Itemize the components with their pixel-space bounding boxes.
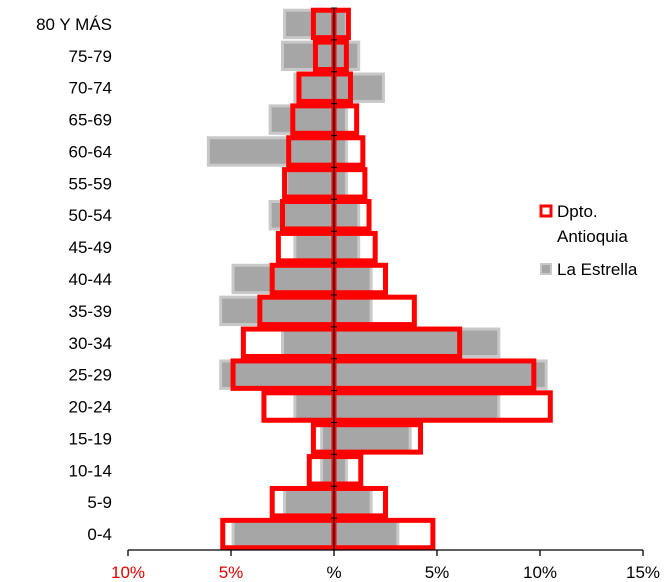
legend-swatch-filled <box>540 263 552 275</box>
category-label: 75-79 <box>69 47 112 66</box>
la-estrella-bar-left-40-44 <box>231 263 336 295</box>
category-label: 80 Y MÁS <box>36 15 112 34</box>
la-estrella-bar-left-60-64 <box>206 136 336 167</box>
category-label: 5-9 <box>87 493 112 512</box>
legend: Dpto. Antioquia La Estrella <box>539 202 638 279</box>
la-estrella-bar-right-30-34 <box>332 327 501 358</box>
category-label: 65-69 <box>69 111 112 130</box>
x-tick-label: 10% <box>111 563 145 582</box>
la-estrella-bar-right-0-4 <box>332 518 400 550</box>
category-labels: 0-4 5-9 10-14 15-19 20-24 25-29 30-34 35-39 40-4… <box>36 15 112 544</box>
la-estrella-bar-right-40-44 <box>332 263 373 295</box>
la-estrella-bar-left-0-4 <box>231 518 336 550</box>
la-estrella-bar-left-55-59 <box>285 168 336 199</box>
la-estrella-bar-right-25-29 <box>332 359 548 390</box>
la-estrella-bar-left-75-79 <box>281 40 336 72</box>
category-label: 30-34 <box>69 334 112 353</box>
la-estrella-bar-left-65-69 <box>268 104 336 135</box>
la-estrella-series <box>206 8 548 550</box>
category-label: 25-29 <box>69 366 112 385</box>
la-estrella-bar-left-35-39 <box>219 295 336 327</box>
la-estrella-bar-right-50-54 <box>332 200 361 231</box>
legend-item: La Estrella <box>540 260 638 279</box>
category-label: 40-44 <box>69 270 112 289</box>
la-estrella-bar-right-70-74 <box>332 72 385 103</box>
category-label: 0-4 <box>87 525 112 544</box>
category-label: 35-39 <box>69 302 112 321</box>
category-label: 50-54 <box>69 206 112 225</box>
x-tick-label: 10% <box>523 563 557 582</box>
la-estrella-bar-left-45-49 <box>293 231 336 263</box>
x-tick-label: 15% <box>626 563 660 582</box>
legend-swatch-outline <box>539 204 553 218</box>
la-estrella-bar-left-20-24 <box>293 391 336 422</box>
x-tick-label: 5% <box>425 563 450 582</box>
category-label: 20-24 <box>69 398 112 417</box>
category-label: 15-19 <box>69 429 112 448</box>
category-label: 55-59 <box>69 174 112 193</box>
axes <box>127 7 644 556</box>
la-estrella-bar-right-20-24 <box>332 391 501 422</box>
legend-label: Antioquia <box>557 227 628 246</box>
x-tick-labels: 10% 5%% 5% 10% 15% <box>111 563 660 582</box>
category-label: 70-74 <box>69 79 112 98</box>
la-estrella-bar-left-80-Y-MÁS <box>283 8 336 40</box>
category-label: 45-49 <box>69 238 112 257</box>
la-estrella-bar-right-45-49 <box>332 231 361 263</box>
category-label: 60-64 <box>69 142 112 161</box>
legend-item: Dpto. Antioquia <box>539 202 628 246</box>
la-estrella-bar-left-25-29 <box>219 359 336 390</box>
x-tick-label: % <box>326 563 341 582</box>
la-estrella-bar-right-35-39 <box>332 295 373 327</box>
la-estrella-bar-left-50-54 <box>268 200 336 231</box>
la-estrella-bar-right-15-19 <box>332 423 412 454</box>
la-estrella-bar-right-5-9 <box>332 486 373 518</box>
antioquia-series <box>220 7 553 551</box>
legend-label: La Estrella <box>557 260 638 279</box>
category-label: 10-14 <box>69 461 112 480</box>
x-tick-label: 5% <box>219 563 244 582</box>
la-estrella-bar-left-5-9 <box>283 486 336 518</box>
la-estrella-bar-left-30-34 <box>281 327 336 358</box>
legend-label: Dpto. <box>557 202 598 221</box>
